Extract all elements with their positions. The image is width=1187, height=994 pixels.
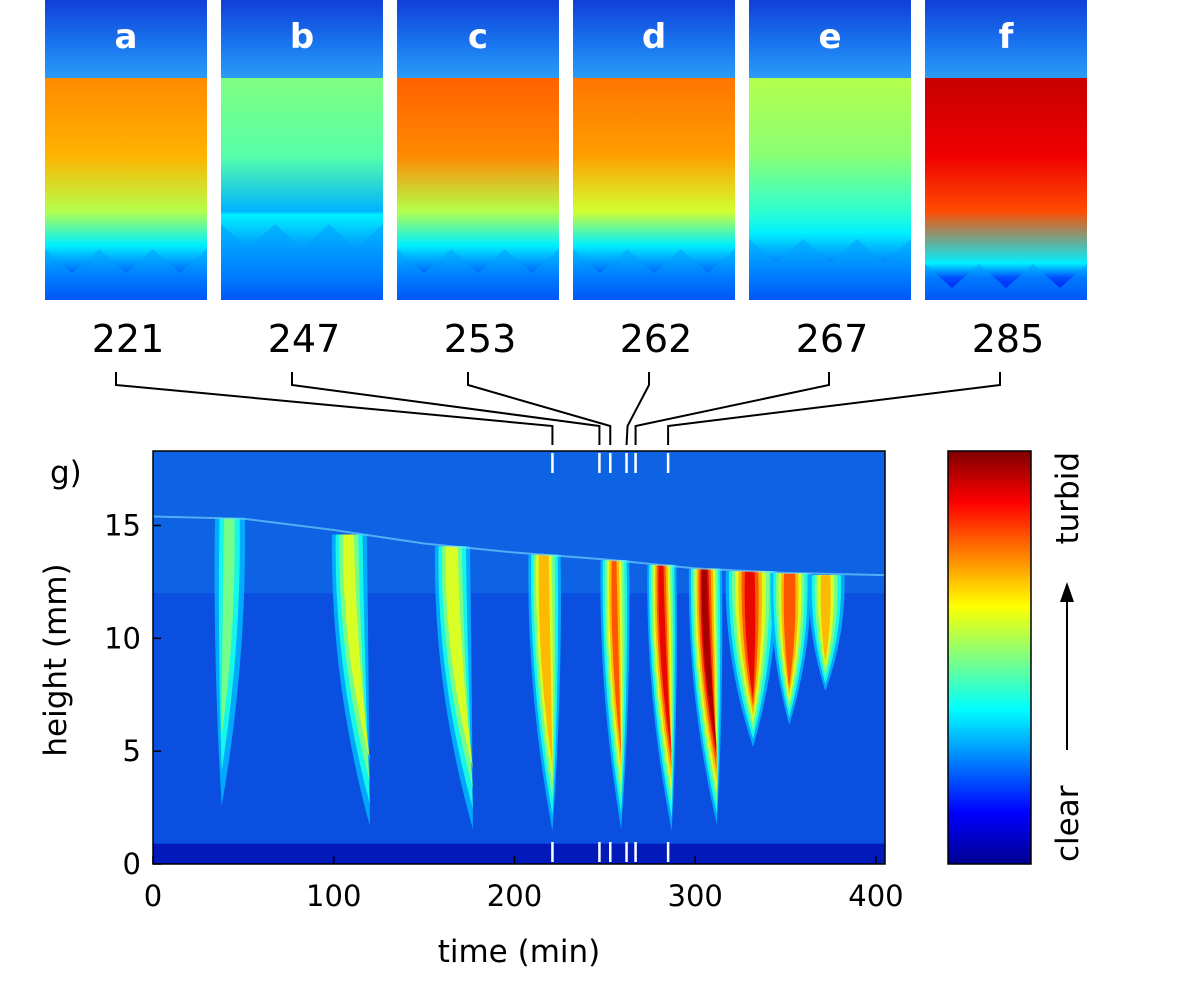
bottom-clear-layer [153,843,885,864]
x-tick-label: 100 [306,879,361,913]
turbidity-event [725,571,777,748]
y-axis-label: height (mm) [38,563,74,756]
turbidity-event [528,554,561,832]
turbidity-cone-layer [783,572,796,689]
turbidity-event [600,560,630,830]
snapshot-clear-top [749,0,911,78]
snapshot-clear-top [397,0,559,78]
snapshot-markers [551,453,670,862]
y-axis-ticks: 0 5 10 15 [104,508,161,881]
heatmap-plot: 0 100 200 300 400 0 5 10 15 g) time (min) heigh… [38,450,904,970]
turbidity-cone-layer [611,560,622,755]
snapshot-turbid-body [573,78,735,300]
snapshot-letter: b [290,17,314,57]
turbidity-cone-layer [820,575,831,663]
x-tick-label: 300 [668,879,723,913]
snapshot-connector-line [115,372,554,445]
snapshot-connector-line [634,372,830,445]
snapshot-panels: a 221 b 247 c 253 d 262 e 267 f 285 [45,0,1087,361]
snapshot-panel: a 221 [45,0,207,361]
turbidity-cone-layer [221,518,235,736]
snapshot-bottom-fringe [397,249,559,300]
snapshot-connector-line [291,372,601,445]
snapshot-panel: e 267 [749,0,911,361]
turbidity-cone-layer [445,546,473,769]
turbidity-cone-layer [658,564,672,756]
turbidity-cone-layer [343,534,370,761]
snapshot-time-label: 285 [972,317,1045,361]
turbidity-event [808,575,845,692]
x-axis-label: time (min) [438,934,601,970]
snapshot-connector-line [625,372,650,446]
colorbar: clear turbid [947,450,1086,865]
x-tick-label: 200 [487,879,542,913]
y-tick-label: 10 [104,621,141,655]
interface-line [153,515,885,577]
snapshot-panel: b 247 [221,0,383,361]
turbidity-event [688,568,723,825]
snapshot-time-label: 247 [268,317,341,361]
snapshot-letter: f [999,17,1015,57]
snapshot-letter: d [642,17,666,57]
snapshot-connectors [115,372,1001,446]
snapshot-panel: c 253 [397,0,559,361]
turbidity-event [647,564,677,831]
snapshot-clear-top [45,0,207,78]
snapshot-time-label: 262 [620,317,693,361]
colorbar-gradient [947,450,1032,865]
snapshot-letter: c [468,17,488,57]
panel-label-g: g) [50,455,82,491]
snapshot-turbid-body [749,78,911,300]
snapshot-clear-top [573,0,735,78]
turbidity-event [331,534,370,826]
snapshot-time-label: 253 [444,317,517,361]
turbidity-event [214,518,246,806]
heatmap-content [153,451,885,864]
snapshot-time-label: 221 [92,317,165,361]
snapshot-bottom-fringe [45,249,207,300]
snapshot-letter: a [115,17,138,57]
x-tick-label: 0 [144,879,162,913]
turbidity-cone-layer [538,554,553,767]
snapshot-turbid-body [45,78,207,300]
colorbar-high-label: turbid [1050,452,1086,545]
y-tick-label: 15 [104,508,141,542]
snapshot-bottom-fringe [749,239,911,300]
snapshot-turbid-body [925,78,1087,300]
snapshot-time-label: 267 [796,317,869,361]
snapshot-panel: f 285 [925,0,1087,361]
snapshot-connector-line [467,372,612,445]
colorbar-low-label: clear [1050,785,1086,862]
snapshot-clear-top [925,0,1087,78]
x-axis-ticks: 0 100 200 300 400 [144,856,904,913]
plot-frame [152,450,886,865]
snapshot-clear-top [221,0,383,78]
snapshot-panel: d 262 [573,0,735,361]
turbidity-cone-layer [744,571,756,700]
snapshot-letter: e [818,17,841,57]
snapshot-bottom-fringe [925,264,1087,300]
turbidity-event [770,572,811,725]
snapshot-bottom-fringe [573,249,735,300]
x-tick-label: 400 [848,879,903,913]
y-tick-label: 5 [123,734,141,768]
snapshot-connector-line [667,372,1001,445]
snapshot-bottom-fringe [221,224,383,300]
y-tick-label: 0 [123,847,141,881]
turbidity-cone-layer [701,568,717,752]
turbidity-event [434,546,473,830]
colorbar-arrow-up-icon [1060,582,1074,602]
snapshot-turbid-body [397,78,559,300]
